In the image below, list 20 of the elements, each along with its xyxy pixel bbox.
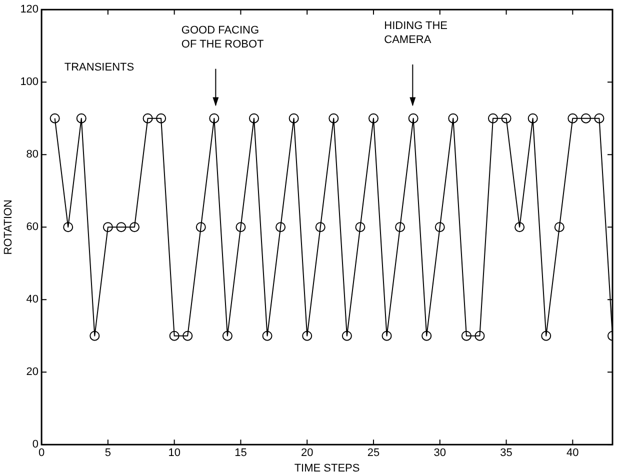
x-tick-label: 10 [168, 447, 180, 460]
annotation: HIDING THE CAMERA [384, 20, 448, 46]
y-tick-label: 100 [20, 76, 39, 88]
x-tick-label: 30 [434, 447, 446, 460]
annotation: TRANSIENTS [64, 61, 134, 74]
y-axis-title: ROTATION [2, 199, 15, 255]
x-tick-label: 40 [566, 447, 579, 460]
y-tick-label: 120 [20, 4, 39, 16]
x-axis-title: TIME STEPS [294, 462, 360, 474]
annotation: GOOD FACING OF THE ROBOT [181, 24, 264, 50]
y-tick-label: 80 [26, 148, 39, 161]
x-tick-label: 35 [500, 447, 512, 460]
y-tick-label: 20 [26, 366, 39, 378]
y-tick-label: 60 [26, 221, 39, 234]
y-tick-label: 40 [26, 294, 39, 306]
x-tick-label: 5 [104, 447, 112, 460]
x-tick-label: 20 [300, 447, 314, 460]
x-tick-label: 15 [234, 447, 247, 460]
x-tick-label: 25 [367, 447, 380, 460]
y-tick-label: 0 [32, 438, 39, 451]
